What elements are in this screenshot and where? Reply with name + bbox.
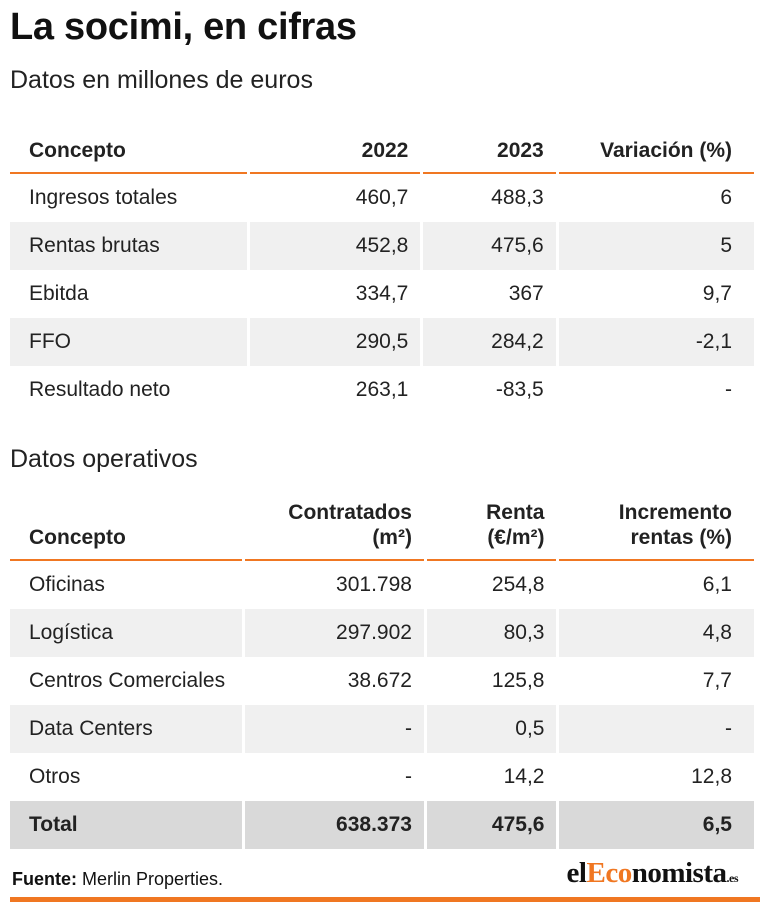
table-row: FFO 290,5 284,2 -2,1 bbox=[10, 318, 754, 366]
cell-total-incremento: 6,5 bbox=[559, 801, 754, 849]
header-renta-line2: (€/m²) bbox=[487, 526, 545, 549]
header-2022: 2022 bbox=[249, 120, 421, 174]
header-contratados-line2: (m²) bbox=[372, 526, 412, 549]
table-row: Centros Comerciales 38.672 125,8 7,7 bbox=[10, 657, 754, 705]
source-note: Fuente: Merlin Properties. bbox=[12, 869, 223, 890]
cell-incremento: - bbox=[559, 705, 754, 753]
financial-table: Concepto 2022 2023 Variación (%) Ingreso… bbox=[7, 120, 757, 414]
cell-renta: 0,5 bbox=[426, 705, 557, 753]
cell-contratados: - bbox=[244, 705, 424, 753]
header-contratados: Contratados (m²) bbox=[244, 492, 424, 561]
cell-2022: 460,7 bbox=[355, 186, 409, 209]
header-incremento: Incremento rentas (%) bbox=[559, 492, 754, 561]
source-value: Merlin Properties. bbox=[82, 869, 224, 889]
bottom-accent-rule bbox=[10, 897, 760, 902]
cell-total-contratados: 638.373 bbox=[244, 801, 424, 849]
header-concepto: Concepto bbox=[10, 120, 247, 174]
cell-2022: 452,8 bbox=[249, 222, 421, 270]
cell-variacion: -2,1 bbox=[558, 318, 754, 366]
header-concepto: Concepto bbox=[10, 492, 242, 561]
cell-concepto: Resultado neto bbox=[29, 378, 171, 401]
cell-concepto: Otros bbox=[29, 765, 81, 788]
cell-2023: 475,6 bbox=[423, 222, 556, 270]
table-row: Otros - 14,2 12,8 bbox=[10, 753, 754, 801]
cell-2022: 290,5 bbox=[249, 318, 421, 366]
cell-total-renta: 475,6 bbox=[426, 801, 557, 849]
section-title-operativos: Datos operativos bbox=[10, 445, 198, 473]
header-contratados-line1: Contratados bbox=[288, 501, 412, 524]
table-header-row: Concepto 2022 2023 Variación (%) bbox=[10, 120, 754, 174]
cell-renta: 254,8 bbox=[491, 573, 545, 596]
eleconomista-logo: elEconomista.es bbox=[566, 857, 739, 890]
source-label: Fuente: bbox=[12, 869, 77, 889]
cell-variacion: 5 bbox=[558, 222, 754, 270]
cell-incremento: 6,1 bbox=[702, 573, 732, 596]
table-header-row: Concepto Contratados (m²) Renta (€/m²) Inc… bbox=[10, 492, 754, 561]
table-row: Oficinas 301.798 254,8 6,1 bbox=[10, 561, 754, 609]
table-row: Rentas brutas 452,8 475,6 5 bbox=[10, 222, 754, 270]
cell-incremento: 4,8 bbox=[559, 609, 754, 657]
cell-incremento: 7,7 bbox=[702, 669, 732, 692]
cell-2023: -83,5 bbox=[495, 378, 544, 401]
logo-suffix: nomista bbox=[631, 857, 727, 889]
cell-concepto: Logística bbox=[10, 609, 242, 657]
cell-2023: 284,2 bbox=[423, 318, 556, 366]
cell-renta: 125,8 bbox=[491, 669, 545, 692]
header-variacion: Variación (%) bbox=[558, 120, 754, 174]
cell-incremento: 12,8 bbox=[691, 765, 732, 788]
logo-prefix: el bbox=[566, 857, 587, 889]
cell-contratados: 297.902 bbox=[244, 609, 424, 657]
cell-variacion: 6 bbox=[720, 186, 732, 209]
page-title: La socimi, en cifras bbox=[10, 6, 357, 48]
cell-variacion: 9,7 bbox=[702, 282, 732, 305]
logo-tld: .es bbox=[726, 871, 739, 885]
cell-concepto: Centros Comerciales bbox=[29, 669, 226, 692]
cell-2022: 263,1 bbox=[355, 378, 409, 401]
page-subtitle: Datos en millones de euros bbox=[10, 66, 313, 94]
table-row: Resultado neto 263,1 -83,5 - bbox=[10, 366, 754, 414]
cell-renta: 80,3 bbox=[426, 609, 557, 657]
cell-2023: 488,3 bbox=[491, 186, 544, 209]
cell-concepto: Rentas brutas bbox=[10, 222, 247, 270]
header-incremento-line2: rentas (%) bbox=[630, 526, 732, 549]
cell-variacion: - bbox=[725, 378, 732, 401]
operating-table: Concepto Contratados (m²) Renta (€/m²) Inc… bbox=[7, 492, 757, 849]
cell-concepto: Data Centers bbox=[10, 705, 242, 753]
cell-2022: 334,7 bbox=[355, 282, 409, 305]
cell-2023: 367 bbox=[508, 282, 544, 305]
cell-concepto: Oficinas bbox=[29, 573, 105, 596]
cell-concepto: FFO bbox=[10, 318, 247, 366]
header-renta-line1: Renta bbox=[486, 501, 545, 524]
table-row: Ingresos totales 460,7 488,3 6 bbox=[10, 174, 754, 222]
table-row: Data Centers - 0,5 - bbox=[10, 705, 754, 753]
header-renta: Renta (€/m²) bbox=[426, 492, 557, 561]
cell-contratados: 301.798 bbox=[336, 573, 412, 596]
cell-concepto: Ebitda bbox=[29, 282, 89, 305]
cell-contratados: 38.672 bbox=[347, 669, 412, 692]
cell-renta: 14,2 bbox=[503, 765, 545, 788]
table-row: Logística 297.902 80,3 4,8 bbox=[10, 609, 754, 657]
cell-contratados: - bbox=[404, 765, 412, 788]
header-2023: 2023 bbox=[423, 120, 556, 174]
cell-total-label: Total bbox=[10, 801, 242, 849]
cell-concepto: Ingresos totales bbox=[29, 186, 178, 209]
table-row: Ebitda 334,7 367 9,7 bbox=[10, 270, 754, 318]
table-total-row: Total 638.373 475,6 6,5 bbox=[10, 801, 754, 849]
header-incremento-line1: Incremento bbox=[618, 501, 732, 524]
logo-highlight: Eco bbox=[586, 857, 632, 889]
